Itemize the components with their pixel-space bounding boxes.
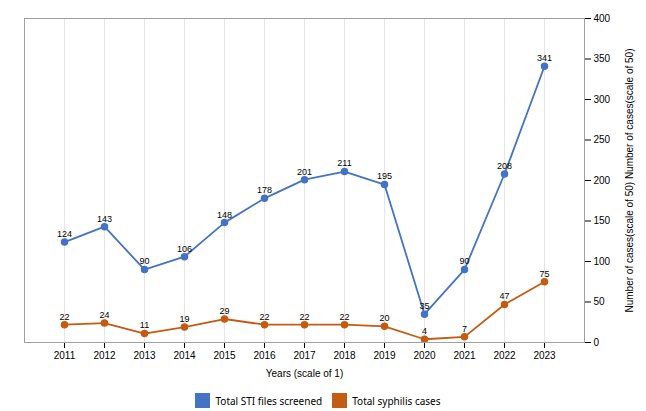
svg-text:211: 211 — [337, 158, 351, 168]
svg-text:90: 90 — [459, 256, 469, 266]
svg-text:90: 90 — [139, 256, 149, 266]
svg-text:250: 250 — [594, 134, 611, 145]
svg-text:150: 150 — [594, 215, 611, 226]
svg-text:47: 47 — [499, 291, 509, 301]
svg-text:29: 29 — [219, 306, 229, 316]
svg-text:300: 300 — [594, 94, 611, 105]
svg-text:50: 50 — [594, 296, 606, 307]
svg-text:22: 22 — [259, 312, 269, 322]
svg-text:2014: 2014 — [173, 350, 196, 361]
svg-text:143: 143 — [97, 214, 112, 224]
svg-text:2023: 2023 — [533, 350, 556, 361]
svg-text:22: 22 — [59, 312, 69, 322]
svg-text:2013: 2013 — [133, 350, 156, 361]
svg-text:7: 7 — [462, 324, 467, 334]
svg-text:2012: 2012 — [93, 350, 116, 361]
svg-text:0: 0 — [594, 337, 600, 348]
svg-text:106: 106 — [177, 244, 192, 254]
svg-text:4: 4 — [422, 326, 427, 336]
svg-text:Years (scale of 1): Years (scale of 1) — [266, 368, 343, 379]
svg-text:148: 148 — [217, 210, 232, 220]
svg-text:35: 35 — [419, 301, 429, 311]
svg-text:200: 200 — [594, 175, 611, 186]
svg-text:19: 19 — [179, 314, 189, 324]
svg-text:24: 24 — [99, 310, 109, 320]
html-text:Total STI files screened: Total STI files screened — [215, 393, 323, 408]
svg-text:2022: 2022 — [493, 350, 516, 361]
svg-text:2015: 2015 — [213, 350, 236, 361]
svg-text:22: 22 — [299, 312, 309, 322]
svg-text:11: 11 — [140, 320, 149, 330]
svg-text:208: 208 — [497, 161, 512, 171]
svg-text:75: 75 — [539, 269, 549, 279]
svg-text:2018: 2018 — [333, 350, 356, 361]
svg-text:350: 350 — [594, 53, 611, 64]
svg-text:124: 124 — [57, 229, 72, 239]
svg-text:201: 201 — [297, 167, 312, 177]
svg-text:2020: 2020 — [413, 350, 436, 361]
svg-text:100: 100 — [594, 256, 611, 267]
html-text:Total syphilis cases: Total syphilis cases — [352, 393, 441, 408]
svg-text:178: 178 — [257, 185, 272, 195]
svg-text:22: 22 — [339, 312, 349, 322]
svg-text:2021: 2021 — [453, 350, 476, 361]
svg-text:195: 195 — [377, 171, 392, 181]
svg-text:2016: 2016 — [253, 350, 276, 361]
svg-text:Number of cases(scale of 50) N: Number of cases(scale of 50) Number of c… — [624, 49, 635, 313]
svg-text:2019: 2019 — [373, 350, 396, 361]
svg-text:20: 20 — [379, 313, 389, 323]
svg-text:341: 341 — [537, 53, 552, 63]
svg-text:2011: 2011 — [54, 350, 76, 361]
svg-text:400: 400 — [594, 13, 611, 24]
svg-text:2017: 2017 — [293, 350, 316, 361]
